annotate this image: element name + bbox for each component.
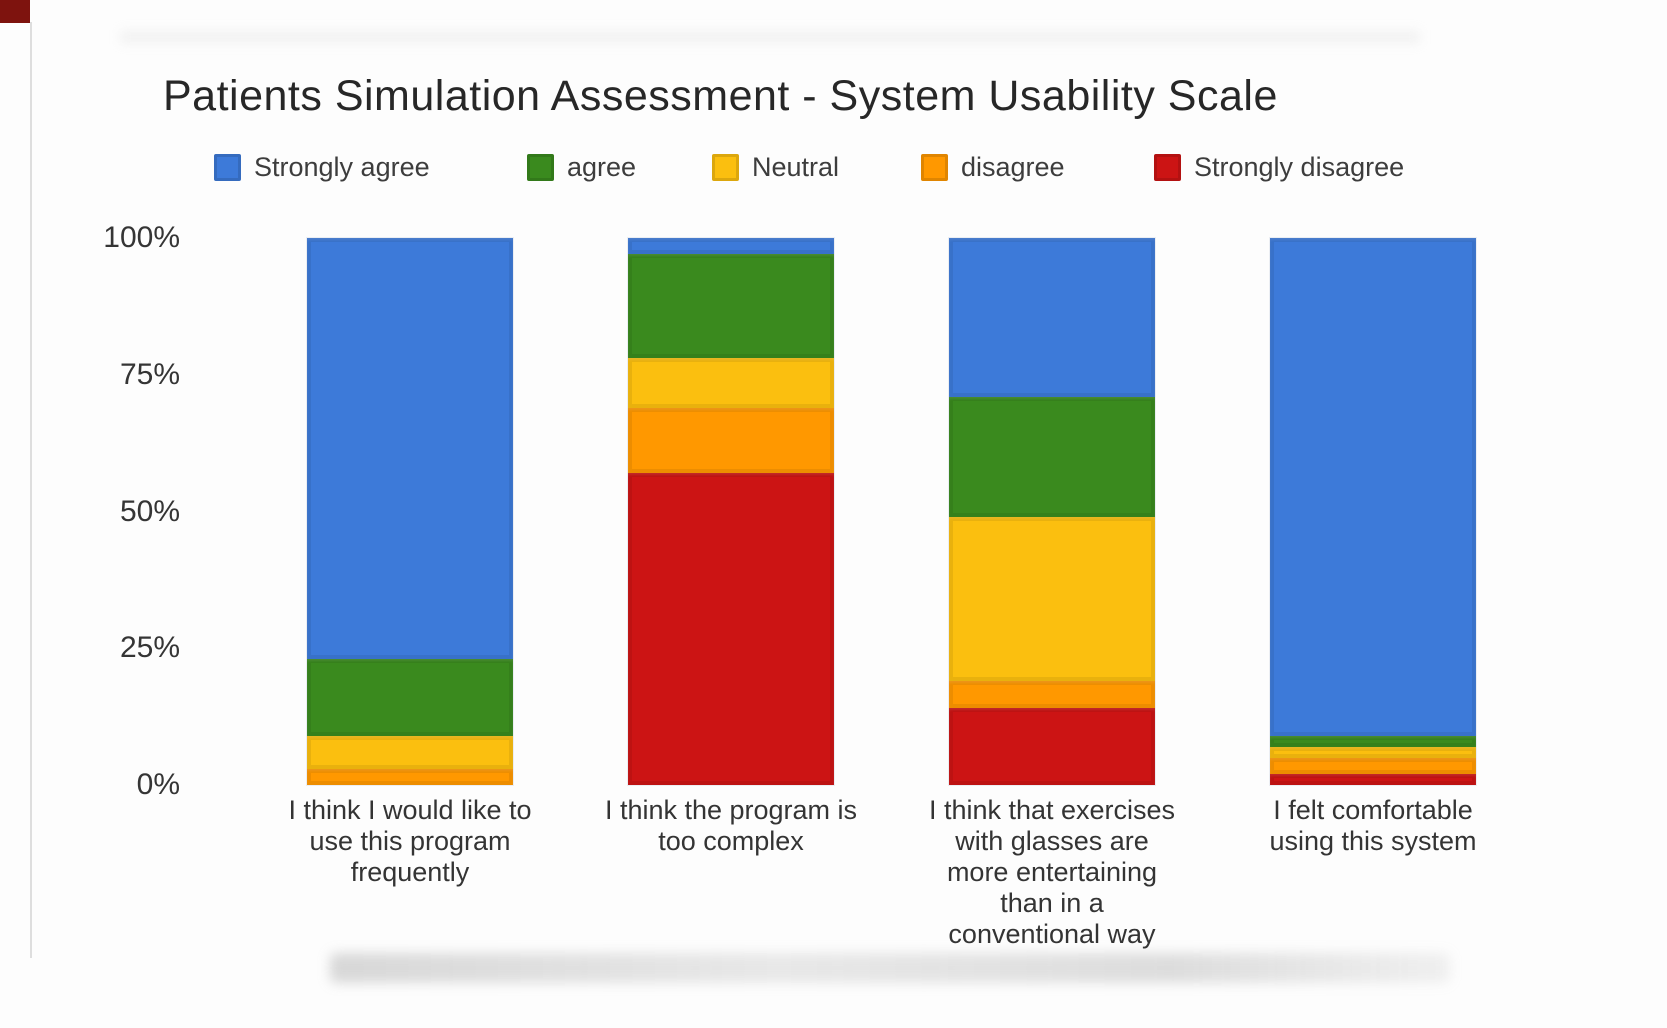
- x-category-label-line: too complex: [658, 826, 804, 856]
- bar-segment: [628, 358, 834, 408]
- legend-swatch-icon: [527, 153, 554, 181]
- bar-segment: [949, 681, 1155, 709]
- legend-swatch-icon: [1154, 153, 1181, 181]
- legend-label: Strongly agree: [254, 151, 430, 182]
- bar-segment: [949, 396, 1155, 517]
- x-category-label-line: use this program: [309, 826, 511, 856]
- corner-artifact: [0, 0, 30, 23]
- x-category-label-line: I think the program is: [604, 795, 858, 825]
- legend-item: Strongly disagree: [1154, 150, 1404, 184]
- legend-swatch-icon: [921, 153, 948, 181]
- x-category-label-line: I think I would like to: [288, 795, 532, 825]
- legend-item: agree: [527, 150, 636, 184]
- legend: Strongly agree agree Neutral disagree Strong…: [0, 150, 1667, 184]
- legend-label: agree: [567, 151, 637, 182]
- x-category-label: I felt comfortable using this system: [1218, 795, 1528, 857]
- legend-label: disagree: [961, 151, 1065, 182]
- bar-segment: [307, 735, 513, 769]
- legend-label: Neutral: [752, 151, 840, 182]
- bar: [1270, 238, 1476, 785]
- bar-segment: [1270, 774, 1476, 785]
- bar-segment: [1270, 746, 1476, 758]
- legend-item: disagree: [921, 150, 1065, 184]
- bar-segment: [628, 254, 834, 359]
- bar-segment: [949, 708, 1155, 785]
- legend-item: Neutral: [712, 150, 839, 184]
- bar-segment: [307, 659, 513, 736]
- x-category-label-line: I felt comfortable: [1273, 795, 1473, 825]
- bar-segment: [949, 238, 1155, 397]
- bar-segment: [628, 407, 834, 474]
- bar: [949, 238, 1155, 785]
- chart-title: Patients Simulation Assessment - System …: [163, 72, 1278, 120]
- scan-smudge: [120, 30, 1420, 44]
- legend-swatch-icon: [214, 153, 241, 181]
- bar-segment: [307, 768, 513, 785]
- bar-segment: [628, 238, 834, 255]
- x-category-label-line: than in a: [1000, 888, 1104, 918]
- bar: [307, 238, 513, 785]
- bar-segment: [628, 473, 834, 785]
- x-category-label-line: frequently: [350, 857, 470, 887]
- legend-label: Strongly disagree: [1194, 151, 1405, 182]
- x-category-label-line: more entertaining: [946, 857, 1158, 887]
- left-border-line: [30, 22, 32, 958]
- x-category-label-line: with glasses are: [955, 826, 1149, 856]
- blurred-caption: [330, 953, 1450, 983]
- bar: [628, 238, 834, 785]
- x-category-label: I think that exercises with glasses are mo…: [897, 795, 1207, 950]
- y-tick-label: 75%: [119, 357, 180, 391]
- bar-segment: [1270, 735, 1476, 747]
- legend-item: Strongly agree: [214, 150, 430, 184]
- bar-segment: [1270, 238, 1476, 736]
- x-category-label: I think I would like to use this program f…: [255, 795, 565, 888]
- x-category-label: I think the program is too complex: [576, 795, 886, 857]
- x-category-label-line: using this system: [1269, 826, 1477, 856]
- bar-segment: [307, 238, 513, 660]
- bar-segment: [949, 516, 1155, 682]
- y-tick-label: 25%: [119, 631, 180, 665]
- y-tick-label: 0%: [136, 768, 180, 801]
- x-category-label-line: I think that exercises: [928, 795, 1176, 825]
- bar-segment: [1270, 757, 1476, 775]
- y-tick-label: 50%: [119, 494, 180, 528]
- legend-swatch-icon: [712, 153, 739, 181]
- y-tick-label: 100%: [103, 221, 180, 254]
- x-category-label-line: conventional way: [948, 919, 1156, 949]
